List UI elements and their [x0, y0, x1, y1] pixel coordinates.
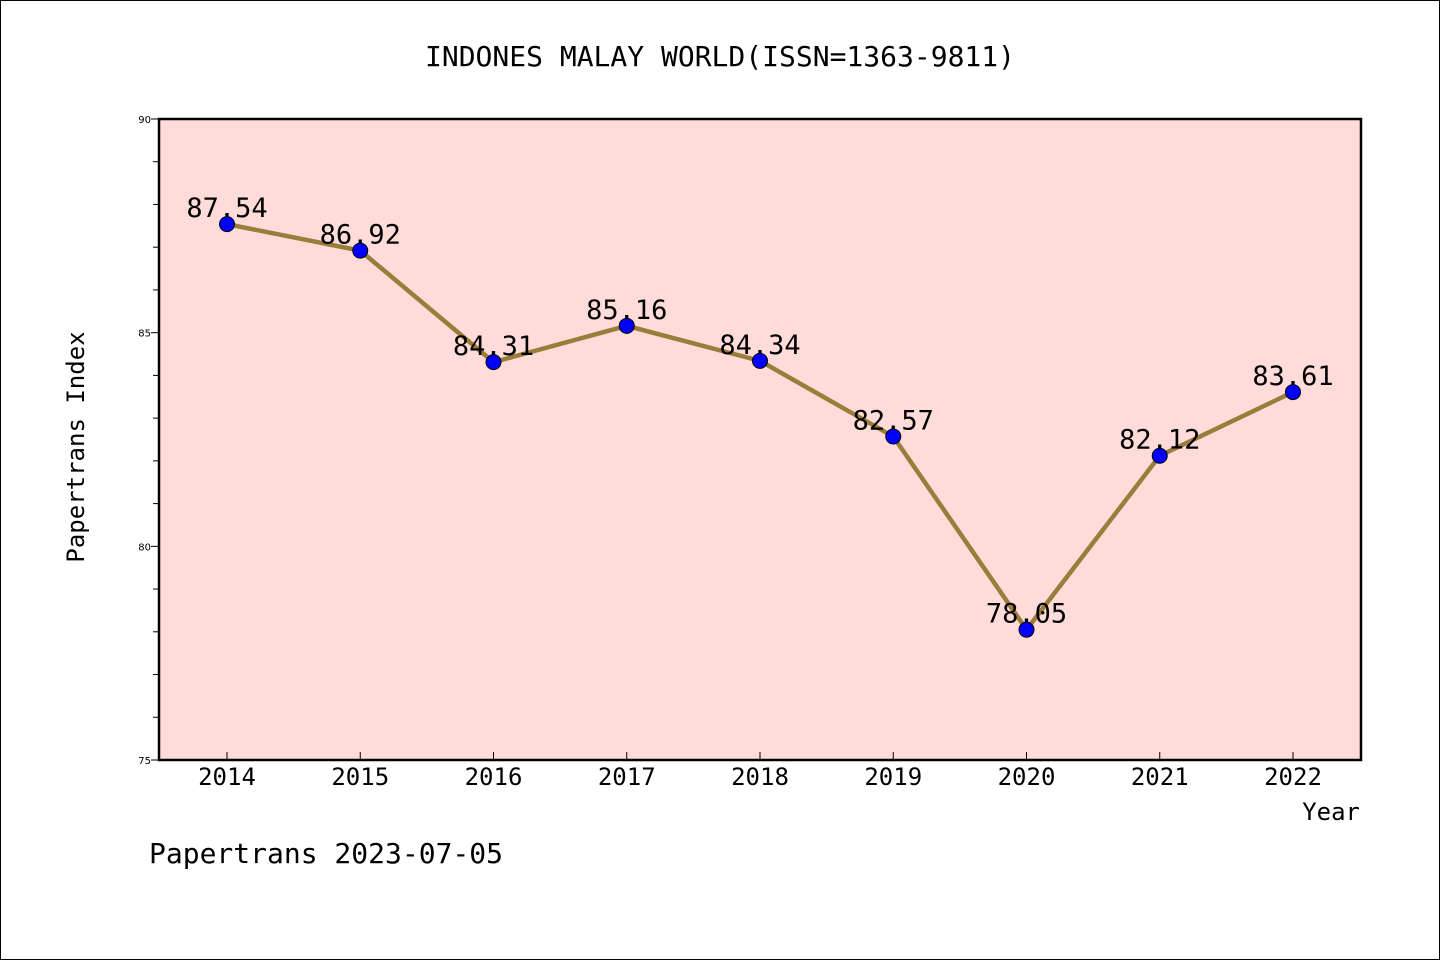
plot-area — [157, 117, 1363, 762]
x-tick-label: 2017 — [598, 763, 656, 791]
x-tick-label: 2018 — [731, 763, 789, 791]
data-label: 84.34 — [719, 330, 800, 361]
x-tick-label: 2015 — [331, 763, 389, 791]
y-tick-label: 75 — [138, 756, 151, 767]
chart-title: INDONES MALAY WORLD(ISSN=1363-9811) — [425, 40, 1015, 73]
y-axis-label: Papertrans Index — [62, 331, 90, 562]
x-tick-label: 2022 — [1264, 763, 1322, 791]
footer-note: Papertrans 2023-07-05 — [149, 837, 503, 870]
x-tick-label: 2019 — [864, 763, 922, 791]
x-axis-ticks: 2014 2015 2016 2017 2018 2019 2020 2021 2022 — [198, 752, 1322, 791]
data-label: 82.12 — [1119, 425, 1200, 456]
x-tick-label: 2014 — [198, 763, 256, 791]
x-tick-label: 2020 — [998, 763, 1056, 791]
data-point — [219, 216, 235, 233]
data-point — [1285, 384, 1301, 401]
data-label: 87.54 — [186, 193, 267, 224]
x-tick-label: 2021 — [1131, 763, 1189, 791]
y-axis-minor-ticks — [153, 161, 159, 718]
data-point — [885, 428, 902, 445]
y-tick-label: 85 — [138, 329, 151, 340]
y-axis-ticks: 75 80 85 90 — [138, 115, 159, 767]
y-tick-label: 80 — [138, 542, 151, 553]
series-markers — [219, 216, 1301, 638]
data-point — [352, 242, 369, 259]
data-label: 86.92 — [320, 220, 401, 251]
data-point — [618, 317, 635, 334]
x-tick-label: 2016 — [465, 763, 523, 791]
data-point — [1151, 447, 1168, 464]
data-point — [485, 354, 502, 371]
x-axis-label: Year — [1302, 798, 1360, 826]
data-label: 78.05 — [986, 599, 1067, 630]
data-label: 84.31 — [453, 331, 534, 362]
data-point — [752, 352, 768, 369]
data-label: 83.61 — [1252, 361, 1333, 392]
data-label: 82.57 — [853, 406, 934, 437]
y-tick-label: 90 — [138, 115, 151, 126]
data-labels: 87.54 86.92 84.31 85.16 84.34 82.57 78.05 82.12… — [186, 193, 1333, 630]
data-point — [1018, 621, 1035, 638]
data-label: 85.16 — [586, 295, 667, 326]
